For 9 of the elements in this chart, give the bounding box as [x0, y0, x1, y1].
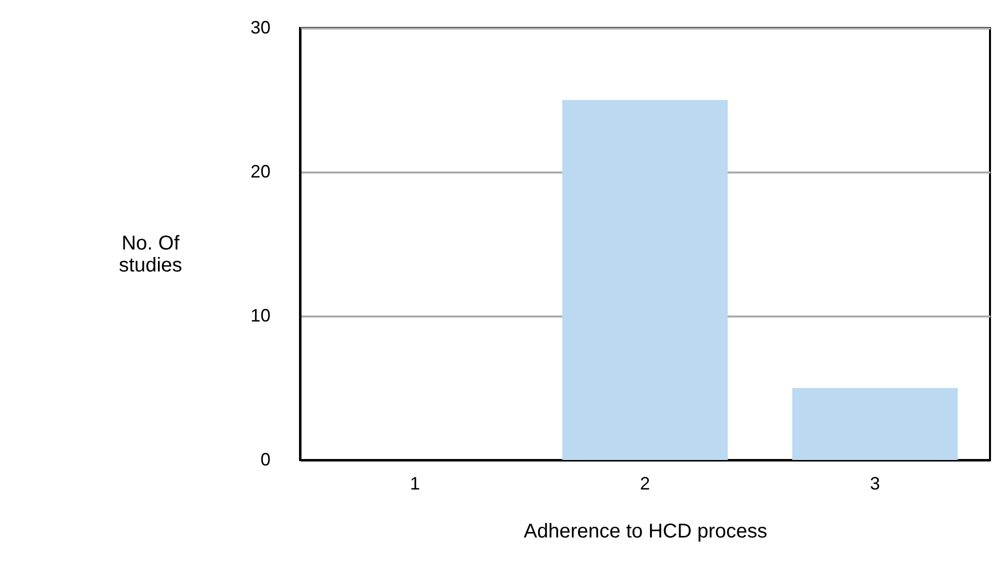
x-axis-title: Adherence to HCD process	[524, 520, 768, 542]
y-tick-label: 30	[250, 18, 270, 38]
x-tick-label: 1	[410, 474, 420, 494]
x-tick-label: 3	[870, 474, 880, 494]
y-axis-title: No. Of studies	[118, 232, 182, 276]
y-tick-label: 0	[260, 450, 270, 470]
y-tick-label: 20	[250, 162, 270, 182]
x-tick-label: 2	[640, 474, 650, 494]
y-tick-label: 10	[250, 306, 270, 326]
